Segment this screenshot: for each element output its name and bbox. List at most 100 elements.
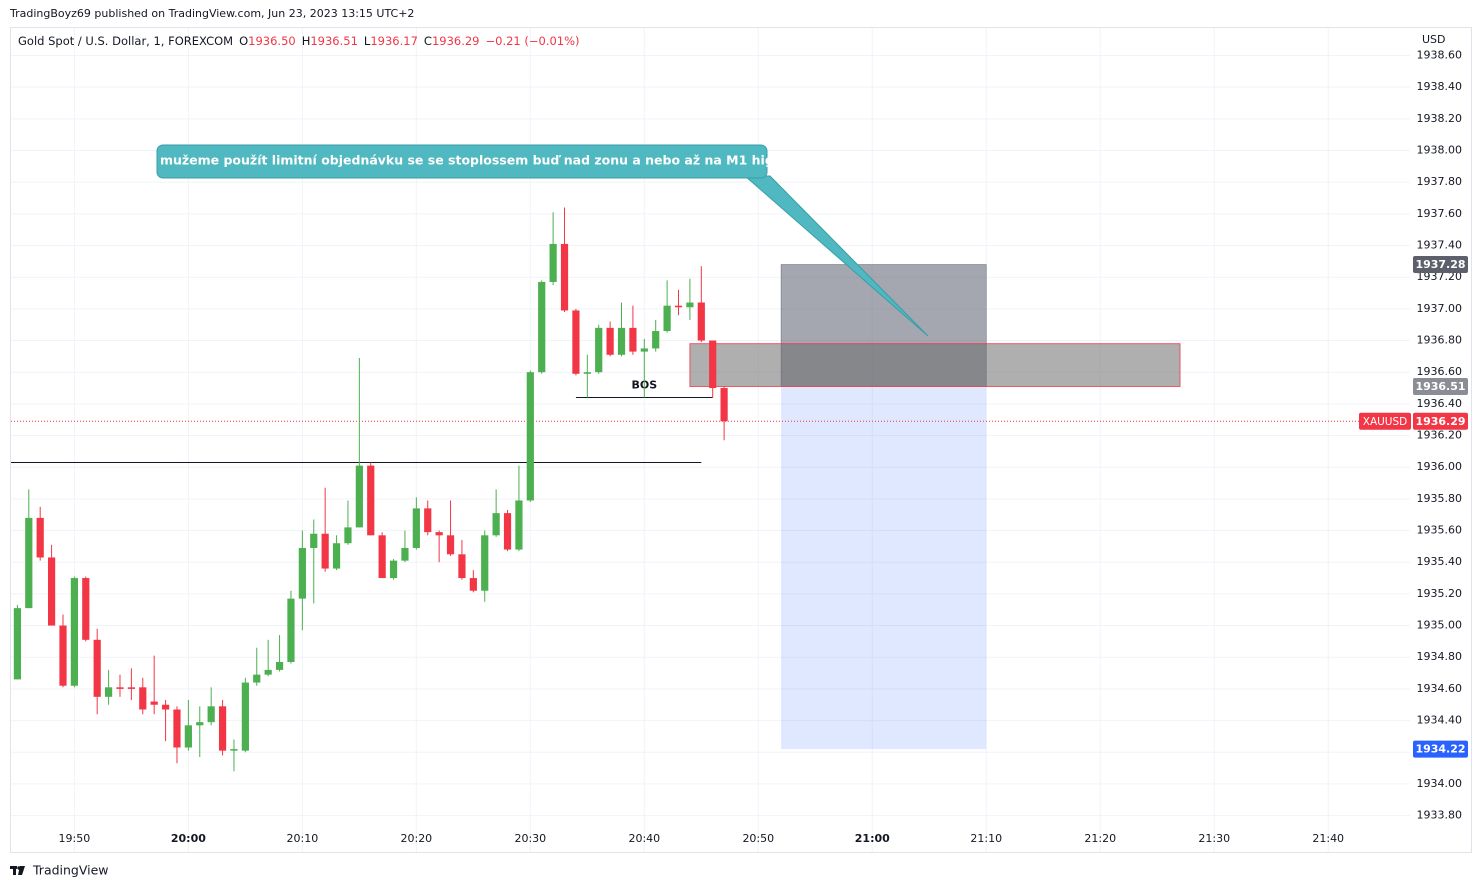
candle-body (378, 535, 386, 579)
candle-body (127, 687, 135, 689)
legend-open: 1936.50 (248, 34, 296, 48)
symbol-tag: XAUUSD (1363, 416, 1408, 428)
y-axis-unit: USD (1422, 33, 1446, 46)
candle-body (515, 500, 523, 550)
candle-body (424, 508, 432, 533)
candle-body (70, 578, 78, 686)
y-tick-label: 1934.40 (1417, 714, 1463, 727)
target-price-tag-bg (1413, 740, 1468, 758)
callout-text: Zde mužeme použít limitní objednávku se … (129, 153, 795, 168)
candle-body (230, 749, 238, 751)
y-tick-label: 1935.60 (1417, 524, 1463, 537)
candle-body (697, 302, 705, 341)
legend-c-label: C (424, 34, 432, 48)
candle-body (355, 465, 363, 528)
y-tick-label: 1936.20 (1417, 429, 1463, 442)
legend-low: 1936.17 (370, 34, 418, 48)
drawings-layer: BOS (11, 264, 1410, 750)
x-tick-label: 20:30 (514, 832, 546, 845)
legend-o-label: O (239, 34, 248, 48)
candle-body (264, 669, 272, 675)
candle-body (93, 639, 101, 697)
candle-body (549, 243, 557, 282)
x-tick-label: 20:40 (628, 832, 660, 845)
candle-body (435, 532, 443, 536)
y-tick-label: 1933.80 (1417, 809, 1463, 822)
candle-body (526, 372, 534, 501)
unit-bg (1414, 32, 1470, 49)
legend-symbol: Gold Spot / U.S. Dollar, 1, FOREXCOM (18, 34, 233, 48)
y-tick-label: 1935.80 (1417, 492, 1463, 505)
candle-body (116, 687, 124, 689)
y-tick-label: 1935.20 (1417, 587, 1463, 600)
candle-body (674, 305, 683, 308)
candle-body (606, 327, 614, 355)
chart-frame (10, 27, 1472, 853)
callout: Zde mužeme použít limitní objednávku se … (129, 144, 929, 337)
y-tick-label: 1936.40 (1417, 397, 1463, 410)
candle-body (241, 682, 249, 751)
candle-body (161, 704, 170, 710)
position-target-area (781, 386, 987, 750)
candle-body (47, 557, 56, 626)
logo-part (13, 866, 16, 875)
candle-body (36, 517, 44, 558)
candle-body (640, 348, 648, 352)
y-tick-label: 1936.80 (1417, 334, 1463, 347)
candle-body (82, 578, 90, 640)
candle-body (538, 281, 546, 373)
candle-body (720, 388, 728, 422)
x-tick-label: 20:20 (400, 832, 432, 845)
candle-body (367, 465, 375, 536)
y-tick-label: 1934.60 (1417, 682, 1463, 695)
candle-body (332, 543, 341, 569)
candle-body (150, 701, 158, 705)
candle-body (59, 625, 67, 686)
stop-price-tag: 1937.28 (1415, 258, 1465, 271)
candle-body (25, 517, 33, 609)
candle-body (469, 578, 477, 591)
stop-price-tag-bg (1413, 256, 1468, 274)
entry-price-tag: 1936.51 (1415, 380, 1465, 393)
x-tick-label: 21:10 (970, 832, 1002, 845)
candle-body (253, 674, 261, 683)
x-tick-label: 21:40 (1312, 832, 1344, 845)
candle-body (344, 527, 352, 544)
footer-logo (10, 866, 25, 875)
candle-body (173, 709, 181, 748)
candle-body (412, 508, 420, 548)
symbol-tag-bg (1359, 412, 1411, 430)
candle-body (207, 706, 215, 723)
grid-layer (11, 28, 1410, 852)
candle-body (583, 372, 591, 374)
candle-body (287, 598, 295, 662)
legend: Gold Spot / U.S. Dollar, 1, FOREXCOM O193… (18, 34, 580, 48)
candle-body (184, 725, 192, 748)
candle-body (13, 608, 21, 680)
candle-body (196, 722, 204, 726)
candle-body (595, 327, 603, 373)
candle-body (139, 687, 147, 710)
candle-body (492, 513, 500, 536)
x-tick-label: 20:00 (171, 832, 206, 845)
x-tick-label: 19:50 (59, 832, 91, 845)
y-tick-label: 1938.60 (1417, 49, 1463, 62)
x-tick-label: 20:50 (742, 832, 774, 845)
y-tick-label: 1935.40 (1417, 555, 1463, 568)
candle-body (481, 535, 489, 591)
candle-body (572, 310, 580, 374)
y-tick-label: 1936.00 (1417, 460, 1463, 473)
y-tick-label: 1937.80 (1417, 175, 1463, 188)
x-tick-label: 20:10 (287, 832, 319, 845)
candle-body (686, 302, 694, 308)
candle-body (629, 327, 637, 352)
entry-price-tag-bg (1413, 377, 1468, 395)
y-tick-label: 1937.60 (1417, 207, 1463, 220)
candle-body (652, 331, 660, 349)
y-tick-label: 1937.40 (1417, 239, 1463, 252)
y-tick-label: 1937.00 (1417, 302, 1463, 315)
y-tick-label: 1937.20 (1417, 270, 1463, 283)
candle-body (503, 513, 512, 550)
candle-body (321, 533, 329, 569)
